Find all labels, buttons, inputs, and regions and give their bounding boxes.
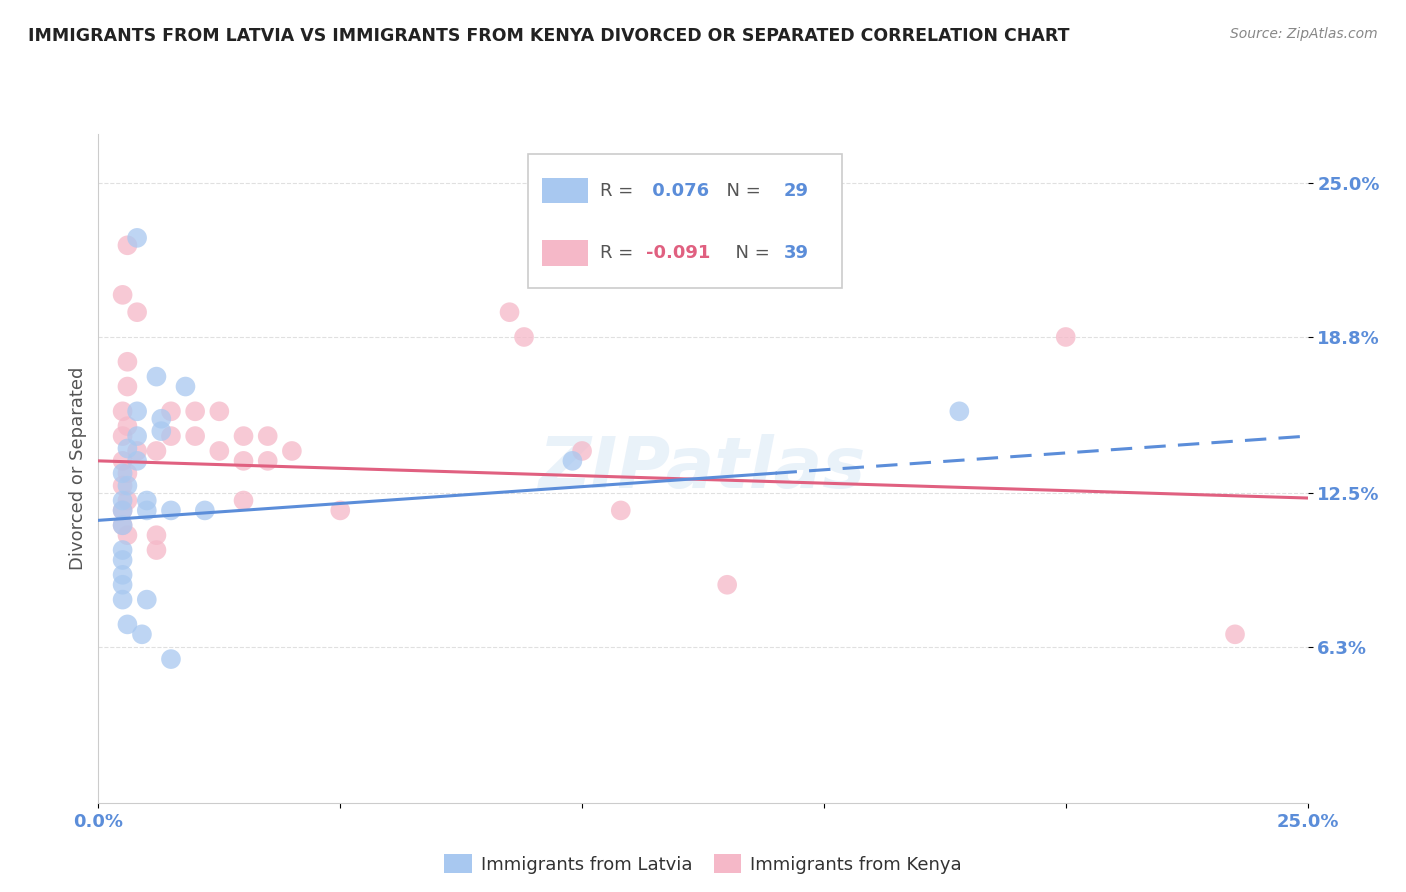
Point (150, 411, 173, 425)
Text: N =: N = (724, 244, 775, 262)
Point (160, 652, 183, 666)
Point (111, 454, 134, 468)
Point (127, 404, 149, 418)
Point (135, 503, 157, 517)
Point (184, 404, 207, 418)
Point (561, 454, 583, 468)
Text: ZIPatlas: ZIPatlas (540, 434, 866, 503)
Point (145, 444, 167, 458)
Point (117, 419, 139, 434)
Point (111, 518, 134, 533)
Point (948, 404, 970, 418)
Point (145, 543, 167, 558)
Text: 0.076: 0.076 (647, 182, 709, 200)
Point (1223, 627, 1246, 641)
Point (111, 404, 134, 418)
Point (111, 478, 134, 492)
Point (127, 231, 149, 245)
Point (117, 355, 139, 369)
Point (716, 578, 738, 592)
Text: R =: R = (600, 182, 640, 200)
Point (174, 379, 197, 393)
Point (117, 442, 139, 456)
Point (111, 503, 134, 517)
Legend: Immigrants from Latvia, Immigrants from Kenya: Immigrants from Latvia, Immigrants from … (437, 847, 969, 880)
Point (111, 288, 134, 302)
Point (111, 503, 134, 517)
Point (117, 493, 139, 508)
Point (131, 627, 153, 641)
Text: 29: 29 (785, 182, 808, 200)
Point (127, 429, 149, 443)
Point (145, 369, 167, 384)
Text: -0.091: -0.091 (647, 244, 710, 262)
Point (111, 567, 134, 582)
Point (256, 454, 278, 468)
Point (111, 592, 134, 607)
Point (117, 467, 139, 481)
Point (111, 553, 134, 567)
Point (111, 518, 134, 533)
Y-axis label: Divorced or Separated: Divorced or Separated (69, 367, 87, 570)
Point (127, 444, 149, 458)
Point (111, 543, 134, 558)
Point (111, 467, 134, 481)
Point (135, 493, 157, 508)
FancyBboxPatch shape (527, 154, 842, 288)
Text: Source: ZipAtlas.com: Source: ZipAtlas.com (1230, 27, 1378, 41)
Text: 39: 39 (785, 244, 808, 262)
Point (160, 404, 183, 418)
Point (117, 478, 139, 492)
Point (208, 404, 231, 418)
Point (232, 493, 254, 508)
Point (1054, 330, 1077, 344)
Point (117, 379, 139, 393)
Point (117, 617, 139, 632)
Text: R =: R = (600, 244, 640, 262)
Point (160, 429, 183, 443)
Point (160, 503, 183, 517)
Point (232, 454, 254, 468)
Point (329, 503, 352, 517)
Point (610, 503, 633, 517)
Text: N =: N = (716, 182, 766, 200)
Point (117, 528, 139, 542)
Point (117, 238, 139, 252)
Point (498, 305, 520, 319)
FancyBboxPatch shape (543, 240, 588, 266)
Point (135, 592, 157, 607)
Point (256, 429, 278, 443)
Point (111, 493, 134, 508)
Point (145, 528, 167, 542)
Text: IMMIGRANTS FROM LATVIA VS IMMIGRANTS FROM KENYA DIVORCED OR SEPARATED CORRELATIO: IMMIGRANTS FROM LATVIA VS IMMIGRANTS FRO… (28, 27, 1070, 45)
Point (111, 578, 134, 592)
Point (184, 429, 207, 443)
Point (232, 429, 254, 443)
Point (571, 444, 593, 458)
Point (208, 444, 231, 458)
Point (127, 305, 149, 319)
Point (150, 424, 173, 438)
Point (513, 330, 536, 344)
Point (111, 429, 134, 443)
Point (281, 444, 304, 458)
Point (127, 454, 149, 468)
FancyBboxPatch shape (543, 178, 588, 203)
Point (194, 503, 217, 517)
